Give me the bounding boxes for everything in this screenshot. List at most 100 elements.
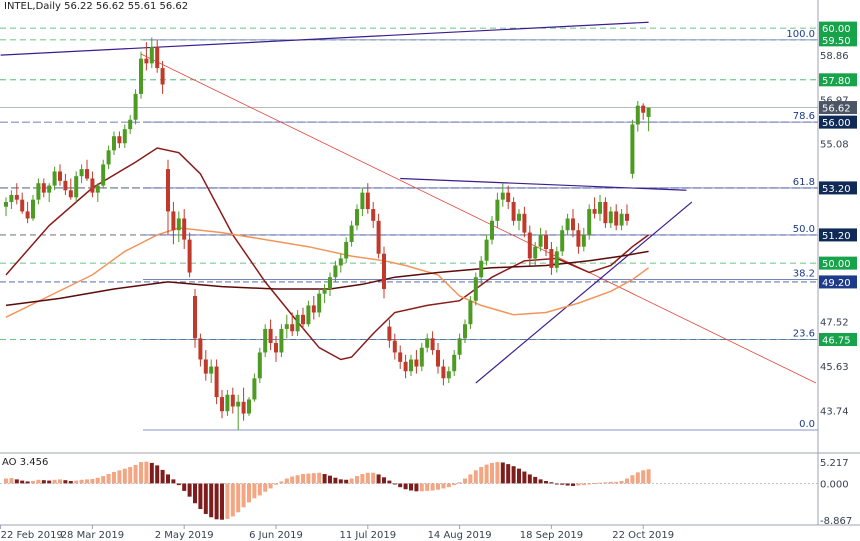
ao-bar (338, 479, 343, 484)
time-axis-label: 11 Jul 2019 (339, 530, 396, 541)
ao-bar (511, 466, 516, 484)
candle-body (117, 136, 122, 144)
candle-body (338, 258, 343, 266)
candle (603, 197, 608, 228)
ao-bar (625, 478, 629, 484)
candle-body (355, 209, 359, 226)
ao-bar (182, 483, 187, 491)
candle-body (425, 338, 430, 348)
candle (392, 333, 397, 360)
candle (571, 209, 575, 238)
candle (4, 197, 8, 217)
ao-bar (90, 478, 95, 484)
ao-bar (333, 477, 338, 484)
candle (155, 39, 160, 73)
candle-body (160, 68, 165, 85)
ao-bar (133, 464, 138, 484)
candle-body (625, 213, 629, 221)
candle (625, 204, 629, 226)
ao-bar (608, 481, 613, 484)
ao-bar (139, 462, 143, 484)
candle-body (58, 171, 62, 181)
ao-bar (463, 478, 467, 484)
candle (263, 324, 268, 358)
candle (576, 223, 581, 254)
ao-bar (506, 464, 511, 484)
ao-bar (527, 474, 532, 484)
ao-bar (9, 478, 14, 484)
ao-bar (576, 483, 581, 486)
ao-bar (355, 476, 359, 484)
candle (128, 115, 133, 134)
ao-bar (468, 474, 473, 484)
candle (166, 159, 170, 235)
candle (608, 206, 613, 228)
candle (598, 194, 602, 221)
ao-bar (436, 483, 440, 490)
candle (63, 173, 68, 195)
time-axis-label: 2 May 2019 (155, 530, 214, 541)
candle-body (74, 176, 79, 198)
ao-bar (214, 483, 219, 520)
candle (171, 202, 176, 245)
candle-body (468, 300, 473, 325)
candle (441, 359, 446, 386)
ao-bar (544, 481, 548, 484)
ao-bar (646, 469, 651, 484)
candle (133, 89, 138, 125)
ao-bar (533, 476, 538, 484)
ao-bar (230, 483, 235, 517)
ao-bar (371, 472, 376, 484)
price-badge-bg (819, 333, 857, 347)
candle (95, 183, 100, 203)
candle (301, 307, 305, 329)
candle (14, 183, 19, 205)
candle-body (479, 260, 484, 278)
ao-bar (403, 483, 408, 490)
ao-bar (565, 483, 570, 486)
candle-body (581, 234, 586, 247)
price-tick-label: 55.08 (820, 140, 849, 151)
ao-bar (112, 471, 116, 484)
candle-body (63, 180, 68, 191)
candle (614, 204, 619, 231)
candle-body (20, 199, 25, 212)
candle-body (4, 202, 8, 207)
candle-body (263, 328, 268, 353)
candle-body (122, 129, 127, 144)
ao-bar (587, 483, 592, 485)
ao-bar (554, 483, 559, 485)
ao-bar (592, 483, 597, 485)
ao-bar (430, 483, 435, 491)
candle (25, 202, 30, 224)
price-badge: 49.20 (819, 275, 857, 289)
candle (338, 253, 343, 273)
candle-body (322, 288, 327, 294)
candle-body (349, 225, 354, 242)
candle-body (301, 314, 305, 325)
ao-bar (144, 461, 149, 484)
candle-body (274, 343, 278, 353)
candle (187, 232, 192, 278)
candle (463, 319, 467, 344)
candle-body (198, 338, 203, 360)
candle (144, 42, 149, 71)
ao-bar (538, 479, 543, 484)
candle-body (257, 352, 262, 379)
candle-body (414, 359, 419, 367)
price-badge: 57.80 (819, 73, 857, 87)
candle (565, 213, 570, 235)
candle (425, 333, 430, 353)
fib-label: 23.6 (793, 329, 815, 340)
candle-body (571, 218, 575, 231)
candle (398, 345, 403, 369)
candle-body (225, 394, 230, 412)
candle-body (85, 169, 89, 179)
candle-body (533, 246, 538, 259)
price-tick-label: 58.86 (820, 51, 849, 62)
ao-bar (295, 475, 300, 484)
candle-body (47, 185, 52, 193)
candle-body (446, 371, 451, 379)
fib-label: 78.6 (793, 111, 815, 122)
ao-bar (79, 479, 84, 484)
